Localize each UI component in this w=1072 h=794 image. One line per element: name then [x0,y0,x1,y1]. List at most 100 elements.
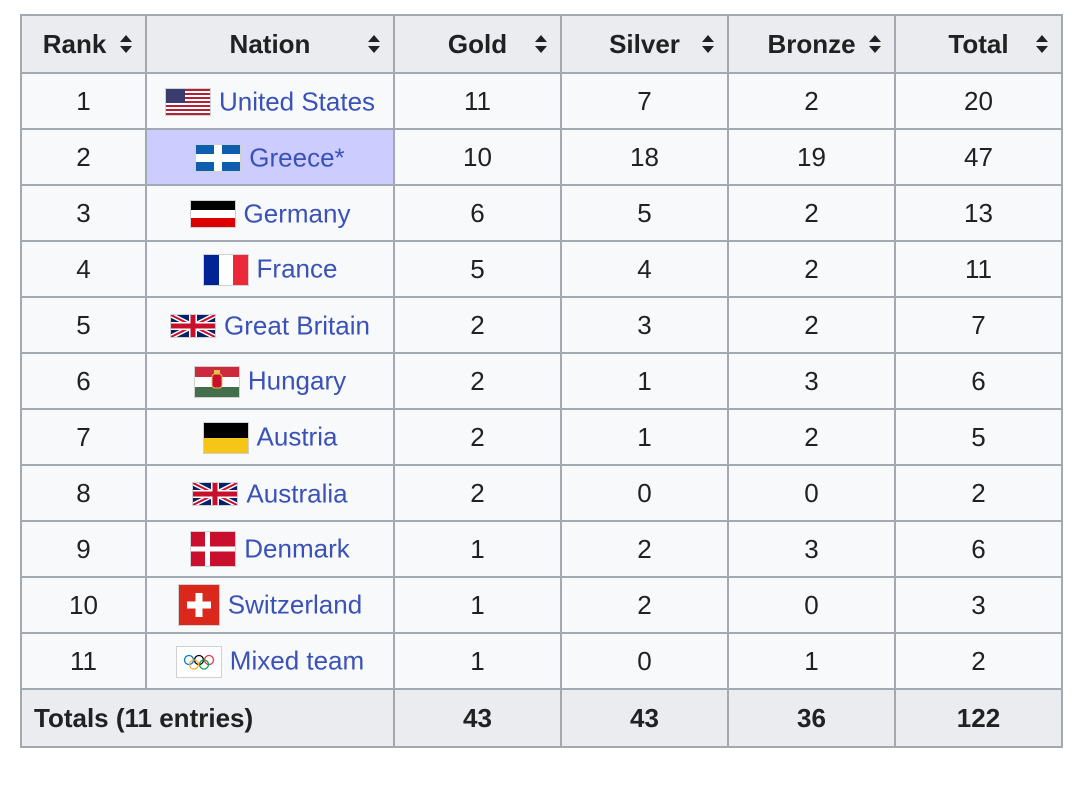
silver-cell: 3 [560,296,729,354]
bronze-cell: 19 [727,128,896,186]
union-jack-flag-icon [170,313,217,338]
bronze-total-cell: 36 [727,688,896,748]
nation-cell: France [145,240,395,298]
nation-link-greece[interactable]: Greece* [249,142,345,173]
silver-cell: 7 [560,72,729,130]
nation-link-denmark[interactable]: Denmark [244,533,350,564]
header-row: Rank Nation Gold Silver Bronze Total [20,14,1063,74]
bronze-cell: 2 [727,184,896,242]
gold-cell: 6 [393,184,562,242]
germany-flag-icon [189,199,236,228]
nation-column-header[interactable]: Nation [145,14,395,74]
gold-cell: 10 [393,128,562,186]
rank-cell: 3 [20,184,147,242]
total-cell: 13 [894,184,1063,242]
total-cell: 3 [894,576,1063,634]
grand-total-cell: 122 [894,688,1063,748]
silver-cell: 1 [560,408,729,466]
total-column-header[interactable]: Total [894,14,1063,74]
nation-link-hungary[interactable]: Hungary [247,366,347,397]
silver-total-cell: 43 [560,688,729,748]
nation-cell: Denmark [145,520,395,578]
total-cell: 7 [894,296,1063,354]
nation-cell: Austria [145,408,395,466]
silver-cell: 1 [560,352,729,410]
nation-link-great-britain[interactable]: Great Britain [224,310,370,341]
nation-cell: Switzerland [145,576,395,634]
gold-total-cell: 43 [393,688,562,748]
silver-cell: 0 [560,464,729,522]
greece-flag-icon [195,143,242,172]
gold-cell: 5 [393,240,562,298]
olympic-rings-flag-icon [175,645,222,678]
sort-icon[interactable] [534,34,548,54]
rank-cell: 10 [20,576,147,634]
rank-cell: 8 [20,464,147,522]
nation-link-germany[interactable]: Germany [243,198,351,229]
gold-cell: 1 [393,632,562,690]
table-row: 1 United States 11 7 2 20 [20,72,1063,130]
bronze-cell: 2 [727,408,896,466]
gold-column-header[interactable]: Gold [393,14,562,74]
sort-icon[interactable] [868,34,882,54]
table-row: 8 Australia 2 0 0 2 [20,464,1063,522]
silver-cell: 4 [560,240,729,298]
table-row: 11 Mixed team 1 0 1 2 [20,632,1063,690]
silver-cell: 5 [560,184,729,242]
silver-cell: 0 [560,632,729,690]
gold-cell: 2 [393,408,562,466]
sort-icon[interactable] [1035,34,1049,54]
rank-column-header[interactable]: Rank [20,14,147,74]
nation-link-switzerland[interactable]: Switzerland [227,589,363,620]
rank-cell: 4 [20,240,147,298]
table-row: 4 France 5 4 2 11 [20,240,1063,298]
silver-header-label: Silver [609,28,680,59]
rank-cell: 11 [20,632,147,690]
us-flag-icon [164,87,211,116]
rank-cell: 9 [20,520,147,578]
total-cell: 6 [894,520,1063,578]
table-row: 6 Hungary 2 1 3 6 [20,352,1063,410]
total-cell: 5 [894,408,1063,466]
total-cell: 2 [894,632,1063,690]
rank-cell: 5 [20,296,147,354]
table-row: 9 Denmark 1 2 3 6 [20,520,1063,578]
nation-link-france[interactable]: France [256,254,338,285]
gold-cell: 1 [393,520,562,578]
nation-cell: Great Britain [145,296,395,354]
table-row: 7 Austria 2 1 2 5 [20,408,1063,466]
sort-icon[interactable] [119,34,133,54]
nation-link-australia[interactable]: Australia [246,478,348,509]
gold-cell: 1 [393,576,562,634]
gold-cell: 2 [393,464,562,522]
bronze-cell: 3 [727,520,896,578]
nation-link-united-states[interactable]: United States [218,86,376,117]
sort-icon[interactable] [701,34,715,54]
nation-cell: Australia [145,464,395,522]
rank-cell: 1 [20,72,147,130]
gold-cell: 11 [393,72,562,130]
bronze-cell: 2 [727,296,896,354]
nation-link-austria[interactable]: Austria [256,422,338,453]
total-cell: 20 [894,72,1063,130]
bronze-cell: 2 [727,240,896,298]
nation-cell: United States [145,72,395,130]
gold-cell: 2 [393,296,562,354]
rank-cell: 2 [20,128,147,186]
rank-cell: 7 [20,408,147,466]
totals-row: Totals (11 entries) 43 43 36 122 [20,688,1063,748]
silver-column-header[interactable]: Silver [560,14,729,74]
total-cell: 6 [894,352,1063,410]
table-row: 2 Greece* 10 18 19 47 [20,128,1063,186]
austria-flag-icon [202,421,249,454]
hungary-flag-icon [193,365,240,398]
nation-link-mixed-team[interactable]: Mixed team [229,646,365,677]
union-jack-flag-icon [192,481,239,506]
bronze-cell: 1 [727,632,896,690]
totals-label: Totals (11 entries) [20,688,395,748]
total-cell: 2 [894,464,1063,522]
bronze-column-header[interactable]: Bronze [727,14,896,74]
sort-icon[interactable] [367,34,381,54]
medal-table: Rank Nation Gold Silver Bronze Total [20,14,1063,748]
nation-header-label: Nation [229,28,311,59]
